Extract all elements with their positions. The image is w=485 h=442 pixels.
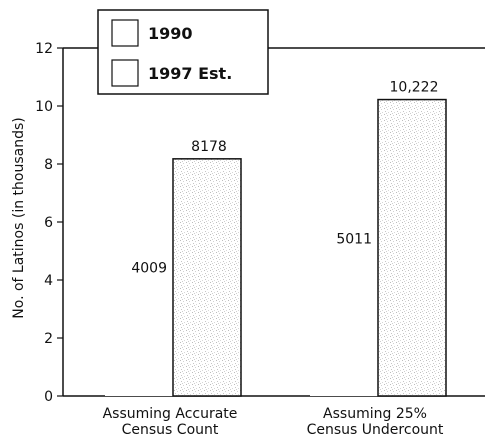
y-tick-label: 12: [35, 41, 53, 57]
bar-1990: [105, 279, 173, 396]
x-category-label: Assuming 25% Census Undercount: [307, 406, 444, 438]
y-tick-label: 6: [44, 215, 53, 231]
x-category-label-line: Assuming 25%: [323, 406, 427, 422]
y-tick-label: 4: [44, 273, 53, 289]
y-axis-label: No. of Latinos (in thousands): [11, 117, 27, 318]
y-tick-label: 8: [44, 157, 53, 173]
data-label-1997-est: 10,222: [390, 80, 439, 96]
x-category-label-line: Census Count: [122, 422, 219, 438]
legend-swatch: [111, 59, 139, 87]
legend-label: 1990: [148, 24, 193, 43]
legend-swatch: [111, 19, 139, 47]
bar-1997-est: [172, 158, 242, 397]
bar-1997-est: [377, 98, 447, 397]
x-category-label: Assuming Accurate Census Count: [103, 406, 238, 438]
y-tick-label: 0: [44, 389, 53, 405]
bar-1990: [310, 250, 378, 396]
x-category-label-line: Census Undercount: [307, 422, 444, 438]
x-category-label-line: Assuming Accurate: [103, 406, 238, 422]
data-label-1990: 5011: [336, 232, 372, 248]
data-label-1990: 4009: [131, 261, 167, 277]
data-label-1997-est: 8178: [191, 139, 227, 155]
legend-label: 1997 Est.: [148, 64, 232, 83]
y-tick-label: 10: [35, 99, 53, 115]
y-tick-label: 2: [44, 331, 53, 347]
legend: 1990 1997 Est.: [97, 9, 269, 95]
